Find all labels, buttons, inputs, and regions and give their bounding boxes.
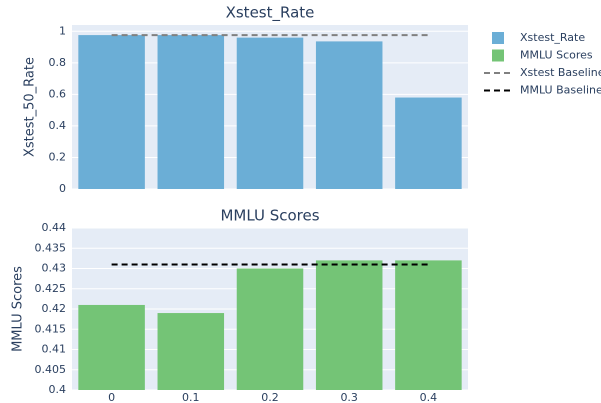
y-tick-label: 0 [59,182,66,195]
chart-title: Xstest_Rate [226,4,315,23]
legend-label: Xstest Baseline [520,66,601,79]
y-tick-label: 0.6 [49,87,67,100]
bar [395,260,462,390]
bar [157,35,225,189]
y-tick-label: 0.43 [42,262,67,275]
bar [157,313,225,390]
bar [78,35,145,189]
bar [315,260,383,390]
x-tick-label: 0.2 [261,391,279,403]
bar [236,37,304,189]
y-tick-label: 0.8 [49,56,67,69]
y-tick-label: 0.41 [42,343,67,356]
y-tick-label: 0.425 [35,282,67,295]
x-tick-label: 0.1 [182,391,200,403]
bar [315,41,383,190]
legend-label: MMLU Scores [520,49,593,62]
legend-label: Xstest_Rate [520,31,585,44]
x-tick-label: 0.4 [420,391,438,403]
x-tick-label: 0.3 [340,391,358,403]
y-tick-label: 0.44 [42,221,67,234]
y-tick-label: 0.2 [49,150,67,163]
chart-title: MMLU Scores [220,207,319,225]
y-axis-label: MMLU Scores [11,266,26,352]
y-tick-label: 0.42 [42,302,67,315]
y-tick-label: 0.4 [49,119,67,132]
y-tick-label: 0.435 [35,241,67,254]
x-tick-label: 0 [108,391,115,403]
y-tick-label: 0.405 [35,363,67,376]
legend-symbol [492,49,504,62]
y-tick-label: 0.415 [35,322,67,335]
bar [395,97,462,189]
legend-label: MMLU Baseline [520,84,601,97]
bar [236,268,304,390]
bar [78,304,145,390]
legend-symbol [492,32,504,44]
y-tick-label: 0.4 [49,383,67,396]
y-axis-label: Xstest_50_Rate [23,57,38,157]
y-tick-label: 1 [59,24,66,37]
